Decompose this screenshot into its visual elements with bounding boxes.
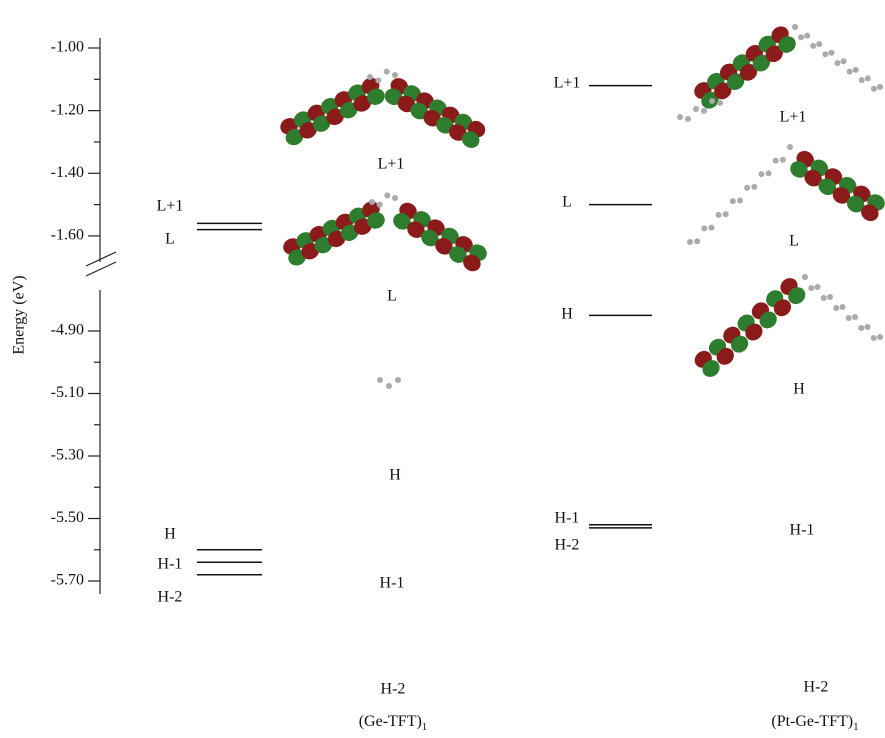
atom <box>685 116 691 122</box>
group-name: (Pt-Ge-TFT) <box>771 713 853 730</box>
group-subscript: 1 <box>853 721 859 733</box>
atom <box>871 86 877 92</box>
atom <box>384 69 390 75</box>
atom <box>377 377 383 383</box>
atom <box>392 195 398 201</box>
y-tick-label: -1.60 <box>51 227 84 244</box>
atom <box>822 51 828 57</box>
atom <box>847 69 853 75</box>
atom <box>744 185 750 191</box>
orbital-images <box>278 23 885 389</box>
atom <box>802 274 808 280</box>
atom <box>792 24 798 30</box>
atom <box>808 285 814 291</box>
atom <box>858 325 864 331</box>
atom <box>833 305 839 311</box>
level-label: L+1 <box>157 198 184 215</box>
orbital-caption: H-2 <box>381 681 406 698</box>
orbital-caption: L+1 <box>378 156 405 173</box>
group-label: (Pt-Ge-TFT)1 <box>771 713 858 733</box>
atom <box>723 211 729 217</box>
atom <box>395 377 401 383</box>
atom <box>709 98 715 104</box>
atom <box>367 74 373 80</box>
level-label: L <box>165 231 175 248</box>
atom <box>865 324 871 330</box>
atom <box>758 171 764 177</box>
atom <box>859 77 865 83</box>
atom <box>877 84 883 90</box>
level-label: H-2 <box>555 537 580 554</box>
orbital-caption: L <box>789 233 799 250</box>
atom <box>846 315 852 321</box>
atom <box>841 58 847 64</box>
atom <box>386 383 392 389</box>
y-axis-label: Energy (eV) <box>11 275 28 354</box>
atom <box>375 77 381 83</box>
orbital-caption: H-1 <box>790 522 815 539</box>
y-tick-label: -5.70 <box>51 572 84 589</box>
y-tick-label: -5.10 <box>51 384 84 401</box>
atom <box>815 284 821 290</box>
atom <box>717 100 723 106</box>
atom <box>798 34 804 40</box>
atom <box>852 314 858 320</box>
y-tick-label: -4.90 <box>51 322 84 339</box>
orbital-caption: H-1 <box>380 575 405 592</box>
atom <box>804 33 810 39</box>
y-tick-label: -1.20 <box>51 101 84 118</box>
atom <box>828 50 834 56</box>
atom <box>787 144 793 150</box>
level-label: L+1 <box>554 75 581 92</box>
atom <box>751 184 757 190</box>
atom <box>369 199 375 205</box>
level-label: H <box>164 526 176 543</box>
atom <box>677 114 683 120</box>
atom <box>773 158 779 164</box>
level-label: H-1 <box>555 510 580 527</box>
level-label: L <box>562 194 572 211</box>
atom <box>766 170 772 176</box>
atom <box>821 295 827 301</box>
orbital-caption: H-2 <box>804 679 829 696</box>
atom <box>853 67 859 73</box>
group-label: (Ge-TFT)1 <box>359 713 428 733</box>
atom <box>377 202 383 208</box>
atom <box>840 304 846 310</box>
orbital-caption: L <box>387 288 397 305</box>
atom <box>737 198 743 204</box>
atom <box>708 225 714 231</box>
y-tick-label: -1.00 <box>51 39 84 56</box>
atom <box>701 108 707 114</box>
orbital-caption: H <box>389 467 401 484</box>
atom <box>810 43 816 49</box>
level-label: H <box>561 306 573 323</box>
atom <box>384 192 390 198</box>
y-tick-label: -1.40 <box>51 164 84 181</box>
level-label: H-2 <box>158 589 183 606</box>
atom <box>730 198 736 204</box>
atom <box>780 157 786 163</box>
orbital-caption: H <box>793 381 805 398</box>
group-subscript: 1 <box>422 721 428 733</box>
atom <box>871 335 877 341</box>
atom <box>865 75 871 81</box>
y-tick-label: -5.30 <box>51 447 84 464</box>
orbital-caption: L+1 <box>780 109 807 126</box>
atom <box>716 212 722 218</box>
atom <box>694 238 700 244</box>
level-label: H-1 <box>158 556 183 573</box>
y-tick-label: -5.50 <box>51 509 84 526</box>
atom <box>827 294 833 300</box>
group-name: (Ge-TFT) <box>359 713 422 730</box>
chart: Energy (eV) -1.00 -1.20 -1.40 -1.60 -4.90 -5.… <box>0 0 885 733</box>
atom <box>687 239 693 245</box>
atom <box>877 334 883 340</box>
atom <box>835 60 841 66</box>
atom <box>693 106 699 112</box>
atom <box>392 72 398 78</box>
atom <box>816 41 822 47</box>
atom <box>701 225 707 231</box>
